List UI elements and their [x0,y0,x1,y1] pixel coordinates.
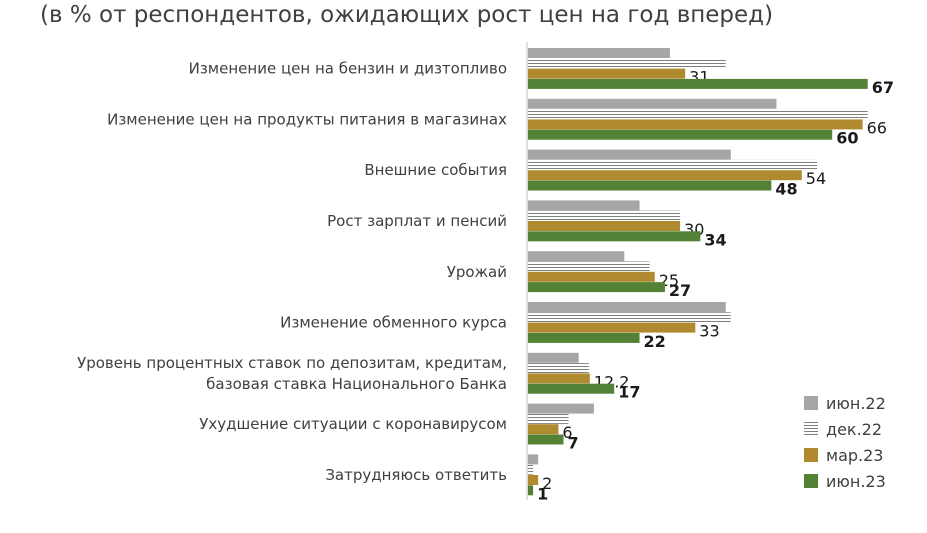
legend-swatch [804,422,818,436]
bar-дек.22 [528,58,726,69]
bar-мар.23 [528,221,681,231]
bar-мар.23 [528,424,559,435]
category-label: Изменение обменного курса [280,314,507,332]
legend-label: дек.22 [826,419,883,439]
data-label: 2 [542,474,552,493]
data-label: 67 [872,78,894,97]
data-label: 27 [669,281,691,300]
bar-июн.22 [528,149,731,160]
category-label: Внешние события [364,161,507,179]
bar-июн.22 [528,98,777,109]
data-label: 48 [775,180,797,199]
legend-item: июн.22 [804,390,886,416]
bar-мар.23 [528,170,802,181]
bar-июн.22 [528,454,539,465]
bar-дек.22 [528,464,534,475]
bar-дек.22 [528,261,650,272]
data-label: 34 [704,230,726,249]
bar-июн.23 [528,282,665,293]
data-label: 6 [562,423,572,442]
category-label: Рост зарплат и пенсий [327,212,507,230]
bar-июн.23 [528,332,640,343]
legend-label: июн.23 [826,471,886,491]
category-label: Изменение цен на бензин и дизтопливо [189,60,507,78]
bar-мар.23 [528,271,655,282]
legend-swatch [804,396,818,410]
bar-июн.23 [528,78,868,89]
data-label: 60 [836,129,858,148]
category-label: Урожай [447,263,507,281]
bar-дек.22 [528,413,569,424]
legend-label: июн.22 [826,393,886,413]
data-label: 33 [699,322,719,341]
bar-июн.23 [528,434,564,445]
legend-item: дек.22 [804,416,886,442]
bar-июн.22 [528,352,579,363]
data-label: 22 [644,332,666,351]
data-label: 54 [806,169,826,188]
category-label: базовая ставка Национального Банка [206,375,507,393]
category-label: Уровень процентных ставок по депозитам, … [77,354,507,372]
bar-июн.22 [528,251,625,262]
bar-июн.23 [528,383,615,394]
bar-июн.23 [528,485,534,496]
bar-дек.22 [528,159,817,170]
bar-мар.23 [528,475,539,485]
chart-title: (в % от респондентов, ожидающих рост цен… [40,2,774,28]
bar-июн.23 [528,180,772,191]
legend: июн.22 дек.22 мар.23 июн.23 [804,390,886,494]
bar-июн.23 [528,231,701,242]
bar-июн.22 [528,200,640,211]
bar-июн.22 [528,48,670,58]
legend-swatch [804,448,818,462]
data-label: 66 [867,118,887,137]
legend-swatch [804,474,818,488]
data-label: 7 [567,434,578,453]
bar-дек.22 [528,210,681,221]
bar-мар.23 [528,68,686,79]
bar-дек.22 [528,109,868,120]
bar-июн.22 [528,302,726,312]
bar-мар.23 [528,119,863,130]
bar-июн.22 [528,403,594,414]
category-label: Изменение цен на продукты питания в мага… [107,110,507,128]
category-label: Ухудшение ситуации с коронавирусом [199,415,507,433]
bar-дек.22 [528,312,731,323]
bar-мар.23 [528,322,696,333]
bar-мар.23 [528,373,590,384]
legend-item: июн.23 [804,468,886,494]
data-label: 17 [618,383,640,402]
legend-label: мар.23 [826,445,884,465]
data-label: 1 [537,484,548,503]
bar-дек.22 [528,363,589,374]
legend-item: мар.23 [804,442,886,468]
bar-июн.23 [528,129,833,140]
category-label: Затрудняюсь ответить [325,466,507,484]
